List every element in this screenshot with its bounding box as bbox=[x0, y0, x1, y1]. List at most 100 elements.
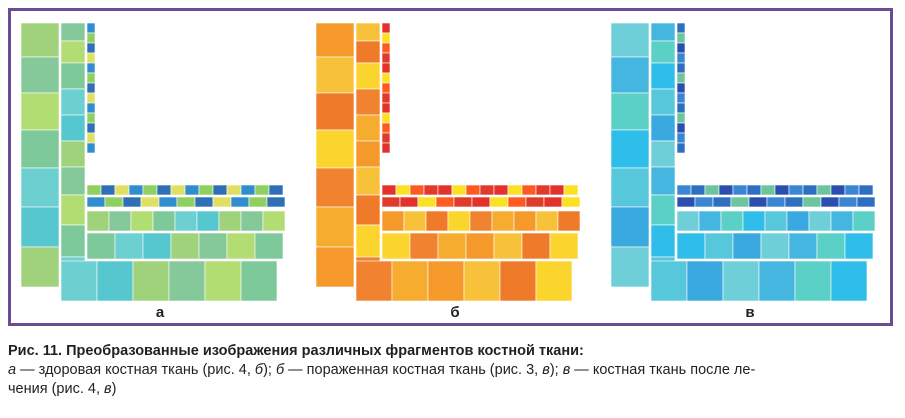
mosaic-block bbox=[240, 210, 264, 232]
mosaic-block bbox=[316, 129, 355, 169]
mosaic-block bbox=[774, 184, 790, 196]
mosaic-block bbox=[248, 196, 268, 208]
mosaic-block bbox=[399, 196, 419, 208]
mosaic-block bbox=[355, 194, 381, 226]
mosaic-block bbox=[355, 224, 381, 258]
mosaic-block bbox=[451, 184, 467, 196]
mosaic-block bbox=[409, 232, 439, 260]
mosaic-block bbox=[611, 206, 650, 248]
panel-b-label: б bbox=[450, 304, 460, 321]
mosaic-block bbox=[465, 184, 481, 196]
mosaic-block bbox=[403, 210, 427, 232]
mosaic-block bbox=[844, 232, 874, 260]
mosaic-block bbox=[463, 260, 501, 302]
mosaic-block bbox=[391, 260, 429, 302]
mosaic-block bbox=[788, 232, 818, 260]
mosaic-block bbox=[730, 196, 750, 208]
mosaic-block bbox=[226, 232, 256, 260]
mosaic-block bbox=[465, 232, 495, 260]
mosaic-block bbox=[152, 210, 176, 232]
mosaic-block bbox=[198, 184, 214, 196]
mosaic-block bbox=[676, 52, 686, 64]
mosaic-block bbox=[676, 62, 686, 74]
mosaic-block bbox=[184, 184, 200, 196]
mosaic-block bbox=[816, 232, 846, 260]
mosaic-block bbox=[856, 196, 876, 208]
mosaic-block bbox=[86, 62, 96, 74]
mosaic-block bbox=[21, 167, 60, 208]
mosaic-block bbox=[676, 72, 686, 84]
mosaic-block bbox=[114, 184, 130, 196]
mosaic-block bbox=[611, 23, 650, 58]
mosaic-block bbox=[690, 184, 706, 196]
mosaic-block bbox=[381, 184, 397, 196]
mosaic-block bbox=[746, 184, 762, 196]
mosaic-block bbox=[676, 102, 686, 114]
mosaic-block bbox=[262, 210, 286, 232]
mosaic-block bbox=[316, 246, 355, 288]
mosaic-block bbox=[650, 194, 676, 226]
mosaic-block bbox=[104, 196, 124, 208]
mosaic-block bbox=[355, 260, 393, 302]
mosaic-block bbox=[86, 184, 102, 196]
mosaic-block bbox=[194, 196, 214, 208]
mosaic-block bbox=[86, 210, 110, 232]
mosaic-block bbox=[521, 232, 551, 260]
mosaic-block bbox=[21, 23, 60, 58]
mosaic-block bbox=[676, 122, 686, 134]
mosaic-block bbox=[381, 23, 391, 34]
mosaic-block bbox=[86, 32, 96, 44]
mosaic-block bbox=[427, 260, 465, 302]
mosaic-block bbox=[212, 184, 228, 196]
mosaic-block bbox=[718, 184, 734, 196]
mosaic-block bbox=[830, 260, 868, 302]
mosaic-block bbox=[611, 56, 650, 94]
mosaic-block bbox=[21, 246, 60, 288]
mosaic-block bbox=[212, 196, 232, 208]
mosaic-block bbox=[557, 210, 581, 232]
mosaic-block bbox=[381, 32, 391, 44]
mosaic-block bbox=[355, 88, 381, 116]
mosaic-block bbox=[170, 184, 186, 196]
mosaic-block bbox=[676, 232, 706, 260]
mosaic-block bbox=[784, 196, 804, 208]
mosaic-block bbox=[423, 184, 439, 196]
caption-description-line2: чения (рис. 4, в) bbox=[8, 381, 117, 397]
mosaic-block bbox=[704, 232, 734, 260]
mosaic-block bbox=[830, 210, 854, 232]
mosaic-block bbox=[174, 210, 198, 232]
mosaic-block bbox=[852, 210, 876, 232]
mosaic-block bbox=[86, 52, 96, 64]
mosaic-block bbox=[788, 184, 804, 196]
mosaic-block bbox=[96, 260, 134, 302]
mosaic-block bbox=[381, 102, 391, 114]
mosaic-block bbox=[535, 210, 559, 232]
mosaic-block bbox=[355, 62, 381, 90]
mosaic-block bbox=[650, 224, 676, 258]
mosaic-block bbox=[650, 140, 676, 168]
mosaic-block bbox=[21, 56, 60, 94]
mosaic-block bbox=[758, 260, 796, 302]
mosaic-block bbox=[676, 184, 692, 196]
mosaic-block bbox=[535, 260, 573, 302]
mosaic-block bbox=[676, 92, 686, 104]
mosaic-block bbox=[563, 184, 579, 196]
mosaic-block bbox=[676, 23, 686, 34]
mosaic-block bbox=[86, 82, 96, 94]
panel-c-image bbox=[611, 23, 889, 303]
mosaic-block bbox=[381, 232, 411, 260]
panel-b-image bbox=[316, 23, 594, 303]
mosaic-block bbox=[86, 92, 96, 104]
mosaic-block bbox=[381, 92, 391, 104]
mosaic-block bbox=[760, 232, 790, 260]
mosaic-block bbox=[100, 184, 116, 196]
mosaic-block bbox=[381, 142, 391, 154]
caption-label-b: б bbox=[275, 362, 285, 378]
mosaic-block bbox=[732, 184, 748, 196]
mosaic-block bbox=[86, 196, 106, 208]
mosaic-block bbox=[355, 114, 381, 142]
mosaic-block bbox=[676, 82, 686, 94]
mosaic-block bbox=[316, 206, 355, 248]
mosaic-block bbox=[60, 40, 86, 64]
mosaic-block bbox=[409, 184, 425, 196]
